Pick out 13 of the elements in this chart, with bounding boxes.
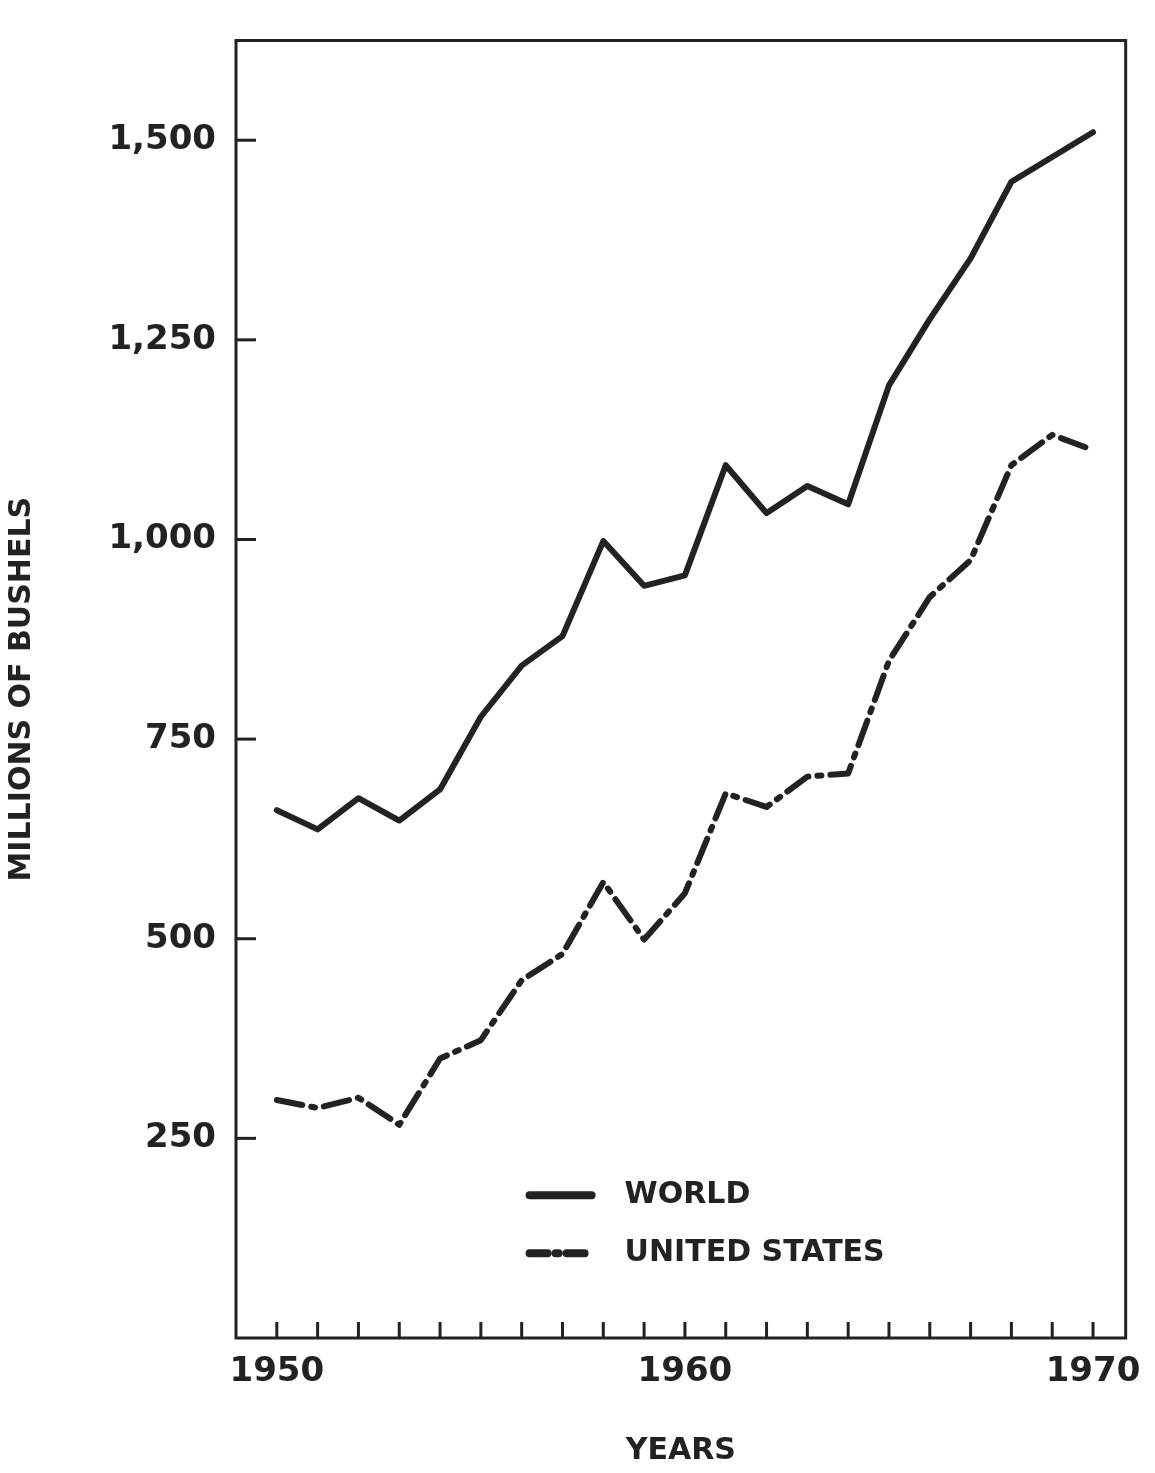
y-tick-label: 750 (145, 715, 216, 756)
y-tick-label: 250 (145, 1115, 216, 1156)
x-tick-label: 1960 (637, 1349, 733, 1390)
x-tick-label: 1970 (1045, 1349, 1141, 1390)
y-axis-title: MILLIONS OF BUSHELS (1, 496, 37, 882)
legend-label: UNITED STATES (624, 1233, 885, 1269)
x-tick-label: 1950 (229, 1349, 325, 1390)
y-tick-label: 1,500 (108, 117, 216, 158)
x-axis-title: YEARS (624, 1430, 736, 1466)
y-tick-label: 500 (145, 915, 216, 956)
y-tick-label: 1,250 (108, 316, 216, 357)
legend-label: WORLD (624, 1175, 751, 1211)
y-tick-label: 1,000 (108, 516, 216, 557)
